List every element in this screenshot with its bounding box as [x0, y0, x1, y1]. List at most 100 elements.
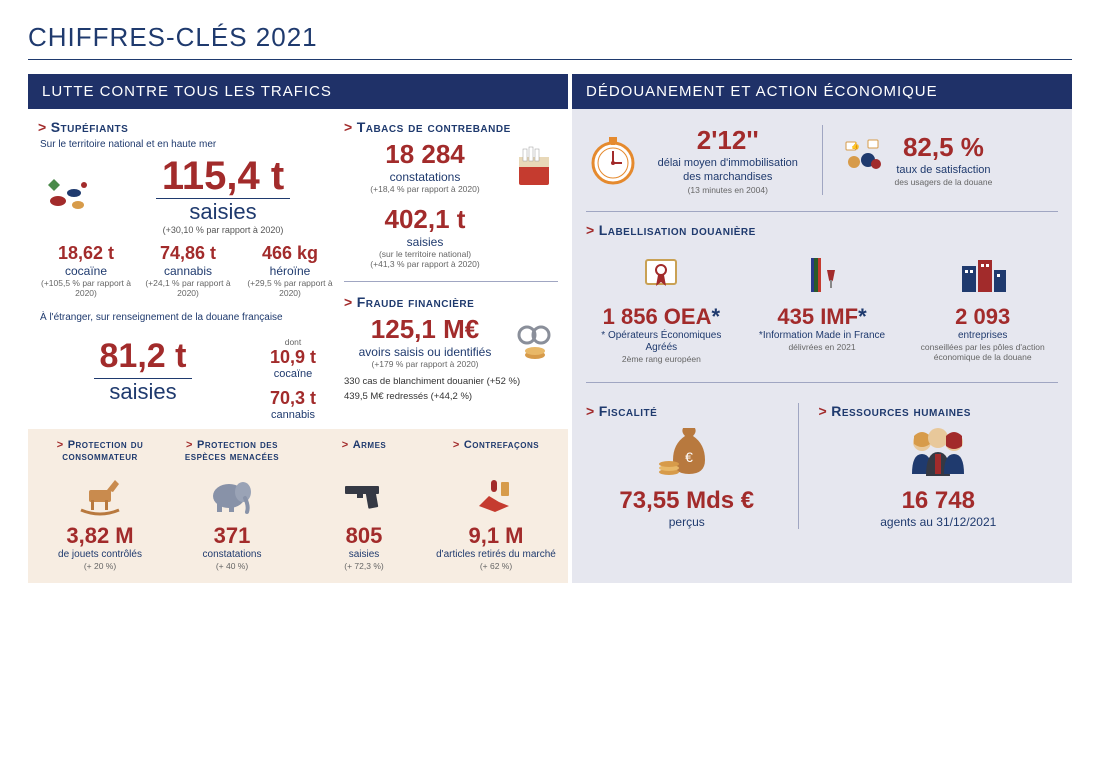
etranger-intro: À l'étranger, sur renseignement de la do…: [40, 312, 338, 323]
fraude-title-text: Fraude financière: [357, 294, 475, 310]
tabac-title: >Tabacs de contrebande: [344, 119, 558, 135]
rtop-1-l: taux de satisfaction: [895, 163, 993, 177]
trio-2-n: 466 kg: [242, 243, 338, 264]
r3-2-l: entreprises: [907, 330, 1058, 342]
strip-0-l: de jouets contrôlés: [38, 549, 162, 561]
trio-2-l: héroïne: [242, 264, 338, 278]
fisc-title: >Fiscalité: [586, 403, 788, 419]
wine-france-icon: [747, 250, 898, 300]
rtop-1-d: des usagers de la douane: [895, 177, 993, 187]
strip-2-title: >Armes: [302, 439, 426, 465]
trio-0-l: cocaïne: [38, 264, 134, 278]
strip-0-d: (+ 20 %): [38, 561, 162, 571]
gun-icon: [302, 469, 426, 519]
rtop-0-n: 2'12'': [648, 125, 808, 156]
right-banner: DÉDOUANEMENT ET ACTION ÉCONOMIQUE: [572, 74, 1072, 109]
trio-0-n: 18,62 t: [38, 243, 134, 264]
stup-title-text: Stupéfiants: [51, 119, 129, 135]
rocking-horse-icon: [38, 469, 162, 519]
trio-1-l: cannabis: [140, 264, 236, 278]
strip-2-d: (+ 72,3 %): [302, 561, 426, 571]
etr-cannabis-l: cannabis: [271, 409, 315, 421]
rtop-1-n: 82,5 %: [895, 132, 993, 163]
etr-cannabis-n: 70,3 t: [248, 388, 338, 409]
trio-2-d: (+29,5 % par rapport à 2020): [242, 278, 338, 298]
left-banner: LUTTE CONTRE TOUS LES TRAFICS: [28, 74, 568, 109]
page-title: CHIFFRES-CLÉS 2021: [28, 22, 1072, 53]
etr-cocaine-n: 10,9 t: [248, 347, 338, 368]
fraude-line1: 330 cas de blanchiment douanier (+52 %): [344, 376, 558, 387]
tabac-n2: 402,1 t: [344, 204, 506, 235]
strip-1-d: (+ 40 %): [170, 561, 294, 571]
counterfeit-icon: [434, 469, 558, 519]
label-title-text: Labellisation douanière: [599, 222, 756, 238]
svg-text:👍: 👍: [851, 141, 860, 150]
strip-0-title: >Protection du consommateur: [38, 439, 162, 465]
r3-2-n: 2 093: [907, 304, 1058, 330]
stup-subtitle: Sur le territoire national et en haute m…: [40, 139, 338, 150]
r3-1-n: 435 IMF*: [747, 304, 898, 330]
strip-3-title-text: Contrefaçons: [464, 439, 539, 451]
title-rule: [28, 59, 1072, 60]
tabac-l2: saisies: [344, 235, 506, 249]
strip-3-n: 9,1 M: [434, 523, 558, 549]
strip-1-n: 371: [170, 523, 294, 549]
strip-1-title: >Protection des espèces menacées: [170, 439, 294, 465]
r3-0-d: 2ème rang européen: [586, 354, 737, 364]
fraude-d: (+179 % par rapport à 2020): [344, 359, 506, 369]
r3-0-n: 1 856 OEA*: [586, 304, 737, 330]
bottom-strip: >Protection du consommateur 3,82 M de jo…: [28, 429, 568, 583]
rh-title-text: Ressources humaines: [831, 403, 971, 419]
tabac-l2b: (sur le territoire national): [344, 249, 506, 259]
r3-0-l: * Opérateurs Économiques Agréés: [586, 330, 737, 354]
strip-0-n: 3,82 M: [38, 523, 162, 549]
etranger-value: 81,2 t: [94, 337, 193, 379]
r3-1-l: *Information Made in France: [747, 330, 898, 342]
r3-0-star: *: [711, 304, 720, 329]
tabac-d1: (+18,4 % par rapport à 2020): [344, 184, 506, 194]
strip-2-n: 805: [302, 523, 426, 549]
certificate-icon: [586, 250, 737, 300]
etr-cocaine-l: cocaïne: [274, 368, 313, 380]
strip-1-title-text: Protection des espèces menacées: [185, 439, 279, 463]
rh-l: agents au 31/12/2021: [819, 515, 1058, 529]
strip-3-title: >Contrefaçons: [434, 439, 558, 465]
strip-3-l: d'articles retirés du marché: [434, 549, 558, 561]
left-column: LUTTE CONTRE TOUS LES TRAFICS >Stupéfian…: [28, 74, 568, 583]
stup-main-value: 115,4 t: [156, 156, 290, 199]
strip-2-title-text: Armes: [353, 439, 387, 451]
fraude-l1: avoirs saisis ou identifiés: [344, 345, 506, 359]
strip-1-l: constatations: [170, 549, 294, 561]
elephant-icon: [170, 469, 294, 519]
tabac-d2: (+41,3 % par rapport à 2020): [344, 259, 506, 269]
etranger-label: saisies: [38, 379, 248, 405]
tabac-n1: 18 284: [344, 139, 506, 170]
cigarettes-icon: [512, 143, 558, 193]
fraude-line2: 439,5 M€ redressés (+44,2 %): [344, 391, 558, 402]
svg-text:€: €: [685, 449, 693, 465]
r3-0-n-val: 1 856 OEA: [603, 304, 712, 329]
trio-0-d: (+105,5 % par rapport à 2020): [38, 278, 134, 298]
label-title: >Labellisation douanière: [572, 222, 1072, 238]
fisc-title-text: Fiscalité: [599, 403, 658, 419]
drugs-icon: [38, 171, 98, 221]
stup-title: >Stupéfiants: [38, 119, 338, 135]
trio-1-d: (+24,1 % par rapport à 2020): [140, 278, 236, 298]
rtop-0-l: délai moyen d'immobilisation des marchan…: [648, 156, 808, 185]
strip-3-d: (+ 62 %): [434, 561, 558, 571]
fraude-title: >Fraude financière: [344, 294, 558, 310]
trio-1-n: 74,86 t: [140, 243, 236, 264]
fisc-n: 73,55 Mds €: [586, 487, 788, 515]
rh-title: >Ressources humaines: [819, 403, 1058, 419]
tabac-title-text: Tabacs de contrebande: [357, 119, 511, 135]
money-bag-icon: €: [586, 423, 788, 483]
stup-main-label: saisies: [108, 199, 338, 225]
fraude-n: 125,1 M€: [344, 314, 506, 345]
r3-2-d: conseillées par les pôles d'action écono…: [907, 342, 1058, 362]
people-satisfaction-icon: 👍: [837, 135, 887, 185]
etranger-dont: dont: [248, 337, 338, 347]
rh-n: 16 748: [819, 487, 1058, 515]
tabac-l1: constatations: [344, 170, 506, 184]
agents-icon: [819, 423, 1058, 483]
strip-2-l: saisies: [302, 549, 426, 561]
